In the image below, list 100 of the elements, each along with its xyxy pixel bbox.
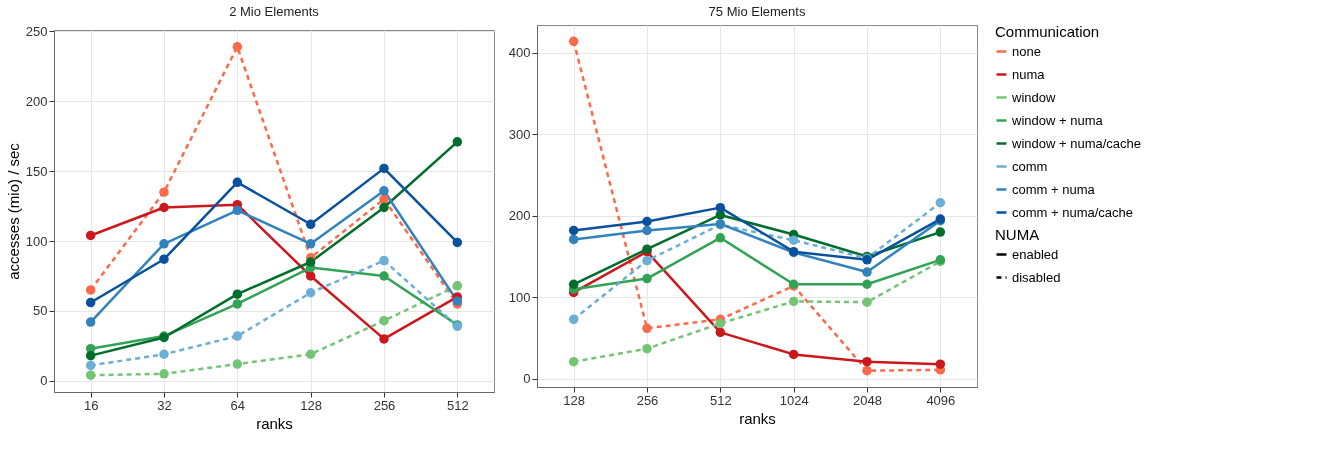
- point: [642, 216, 652, 227]
- text: NUMA: [995, 226, 1040, 243]
- point: [232, 331, 243, 341]
- point: [232, 299, 243, 309]
- x-tick-label: 256: [373, 397, 396, 413]
- point: [85, 297, 96, 308]
- point: [379, 255, 389, 266]
- point: [452, 237, 463, 248]
- point: [379, 186, 389, 196]
- point: [715, 202, 726, 213]
- x-tick-label: 64: [230, 397, 246, 413]
- point: [642, 323, 652, 334]
- point: [379, 163, 389, 174]
- point: [159, 254, 169, 264]
- x-tick-label: 1024: [779, 392, 809, 408]
- point: [305, 257, 316, 267]
- point: [788, 235, 799, 245]
- x-tick-label: 16: [83, 397, 99, 413]
- point: [715, 318, 726, 329]
- legend-title: Communication: [995, 23, 1100, 40]
- point: [642, 255, 652, 266]
- x-tick-label: 512: [446, 397, 469, 413]
- chart-title: 75 Mio Elements: [708, 4, 806, 19]
- point: [305, 239, 316, 249]
- y-tick-label: 250: [25, 23, 48, 39]
- point: [232, 177, 243, 188]
- point: [568, 279, 579, 289]
- point: [568, 225, 579, 236]
- point: [862, 297, 872, 307]
- x-tick-label: 128: [563, 392, 586, 408]
- point: [862, 365, 872, 376]
- x-axis-title: ranks: [256, 414, 293, 432]
- point: [85, 317, 96, 327]
- point: [379, 202, 389, 213]
- point: [85, 230, 96, 241]
- y-axis-title: accesses (mio) / sec: [4, 142, 22, 280]
- point: [85, 370, 96, 380]
- point: [642, 225, 652, 236]
- point: [568, 356, 579, 367]
- x-tick-label: 4096: [926, 392, 956, 408]
- y-tick-label: 200: [508, 208, 531, 224]
- point: [862, 356, 872, 367]
- point: [642, 343, 652, 354]
- text: enabled: [1012, 246, 1059, 262]
- point: [85, 350, 96, 361]
- y-tick-label: 100: [25, 233, 48, 249]
- y-tick-label: 300: [508, 126, 531, 142]
- point: [379, 271, 389, 281]
- y-tick-label: 100: [508, 289, 531, 305]
- point: [159, 369, 169, 379]
- point: [305, 271, 316, 281]
- point: [452, 281, 463, 291]
- point: [379, 315, 389, 326]
- y-tick-label: 0: [523, 371, 531, 387]
- point: [862, 279, 872, 289]
- point: [568, 36, 579, 47]
- legend-label: comm + numa/cache: [1012, 204, 1134, 220]
- point: [788, 296, 799, 307]
- text: disabled: [1012, 269, 1061, 285]
- point: [85, 360, 96, 371]
- chart-title: 2 Mio Elements: [229, 4, 320, 20]
- legend-label: window: [1011, 89, 1056, 105]
- point: [935, 198, 946, 208]
- point: [715, 327, 726, 338]
- point: [788, 349, 799, 360]
- point: [232, 289, 243, 299]
- point: [568, 234, 579, 245]
- point: [232, 42, 243, 52]
- point: [159, 239, 169, 249]
- legend-label: window + numa/cache: [1011, 135, 1141, 151]
- legend-label: none: [1012, 43, 1041, 59]
- x-tick-label: 256: [636, 392, 659, 408]
- x-tick-label: 512: [709, 392, 732, 408]
- point: [232, 205, 243, 216]
- point: [935, 227, 946, 237]
- y-tick-label: 50: [33, 303, 48, 319]
- x-tick-label: 2048: [853, 392, 882, 408]
- point: [159, 187, 169, 197]
- point: [452, 137, 463, 147]
- y-tick-label: 150: [25, 163, 48, 179]
- point: [305, 219, 316, 230]
- point: [568, 314, 579, 325]
- point: [935, 359, 946, 369]
- x-tick-label: 128: [300, 397, 323, 413]
- legend-label: window + numa: [1011, 112, 1104, 128]
- y-tick-label: 200: [25, 93, 48, 109]
- x-axis-title: ranks: [739, 409, 776, 427]
- legend-label: comm: [1012, 158, 1048, 174]
- legend-label: comm + numa: [1012, 181, 1096, 197]
- point: [85, 285, 96, 295]
- point: [232, 359, 243, 369]
- point: [642, 273, 652, 284]
- x-tick-label: 32: [157, 397, 172, 413]
- point: [305, 349, 316, 359]
- point: [159, 202, 169, 213]
- y-tick-label: 0: [40, 373, 48, 389]
- point: [715, 233, 726, 243]
- legend-label: numa: [1012, 66, 1046, 82]
- point: [862, 267, 872, 277]
- y-tick-label: 400: [508, 45, 531, 61]
